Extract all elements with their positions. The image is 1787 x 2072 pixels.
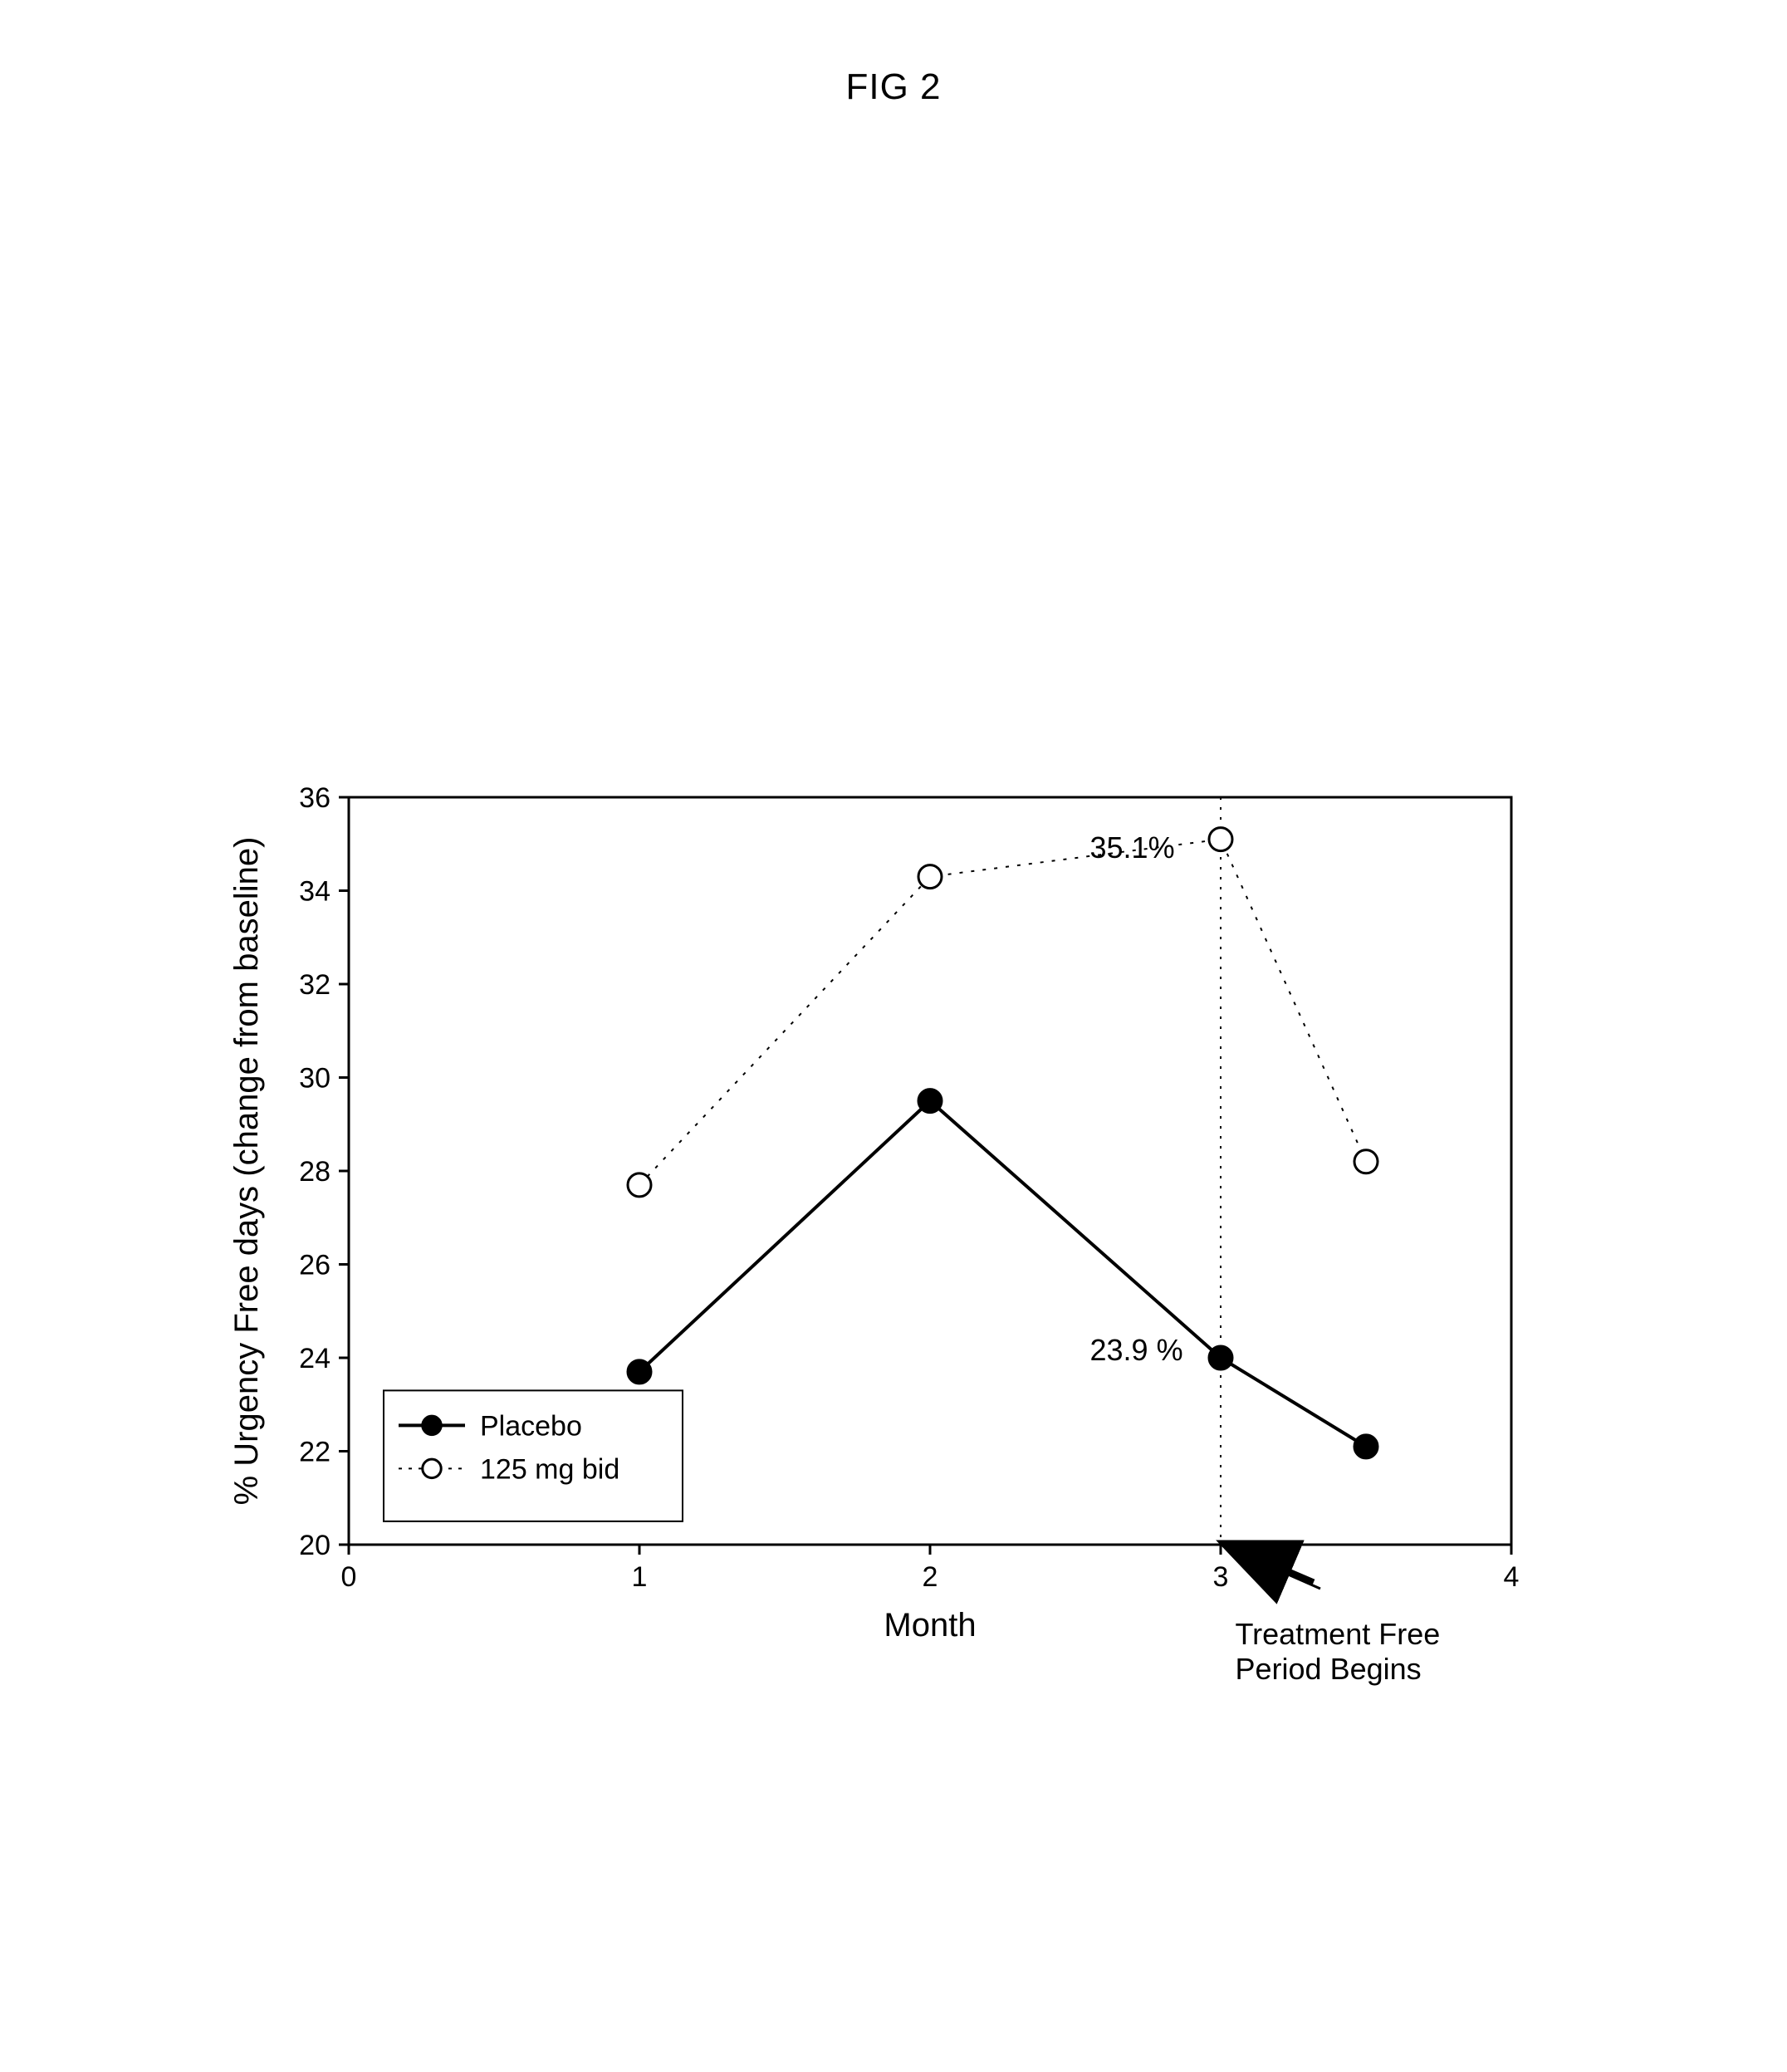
data-annotation: 35.1%	[1090, 830, 1175, 865]
x-tick-label: 1	[632, 1561, 648, 1593]
series-marker	[1354, 1435, 1378, 1458]
series-marker	[1209, 1346, 1232, 1369]
callout-arrow	[1226, 1545, 1314, 1582]
series-marker	[918, 1090, 942, 1113]
x-tick-label: 0	[341, 1561, 357, 1593]
legend-marker	[423, 1416, 441, 1434]
y-tick-label: 24	[299, 1343, 330, 1374]
urgency-chart: 20222426283032343601234Month% Urgency Fr…	[216, 764, 1578, 1744]
y-tick-label: 20	[299, 1530, 330, 1561]
y-tick-label: 30	[299, 1063, 330, 1095]
y-tick-label: 32	[299, 969, 330, 1001]
legend-label: Placebo	[480, 1410, 582, 1442]
y-tick-label: 26	[299, 1250, 330, 1281]
series-marker	[918, 865, 942, 889]
y-tick-label: 28	[299, 1156, 330, 1188]
legend-marker	[423, 1459, 441, 1477]
y-tick-label: 34	[299, 876, 330, 908]
y-axis-title: % Urgency Free days (change from baselin…	[228, 837, 265, 1506]
callout-text-line1: Treatment Free	[1236, 1617, 1441, 1651]
y-tick-label: 22	[299, 1437, 330, 1468]
x-axis-title: Month	[884, 1607, 976, 1643]
y-tick-label: 36	[299, 782, 330, 814]
series-marker	[628, 1360, 651, 1384]
data-annotation: 23.9 %	[1090, 1333, 1183, 1367]
legend-label: 125 mg bid	[480, 1453, 619, 1485]
x-tick-label: 3	[1213, 1561, 1229, 1593]
x-tick-label: 2	[923, 1561, 938, 1593]
series-marker	[628, 1173, 651, 1197]
series-marker	[1209, 828, 1232, 851]
series-marker	[1354, 1150, 1378, 1173]
callout-text-line2: Period Begins	[1236, 1652, 1422, 1686]
figure-title: FIG 2	[0, 66, 1787, 108]
x-tick-label: 4	[1504, 1561, 1520, 1593]
